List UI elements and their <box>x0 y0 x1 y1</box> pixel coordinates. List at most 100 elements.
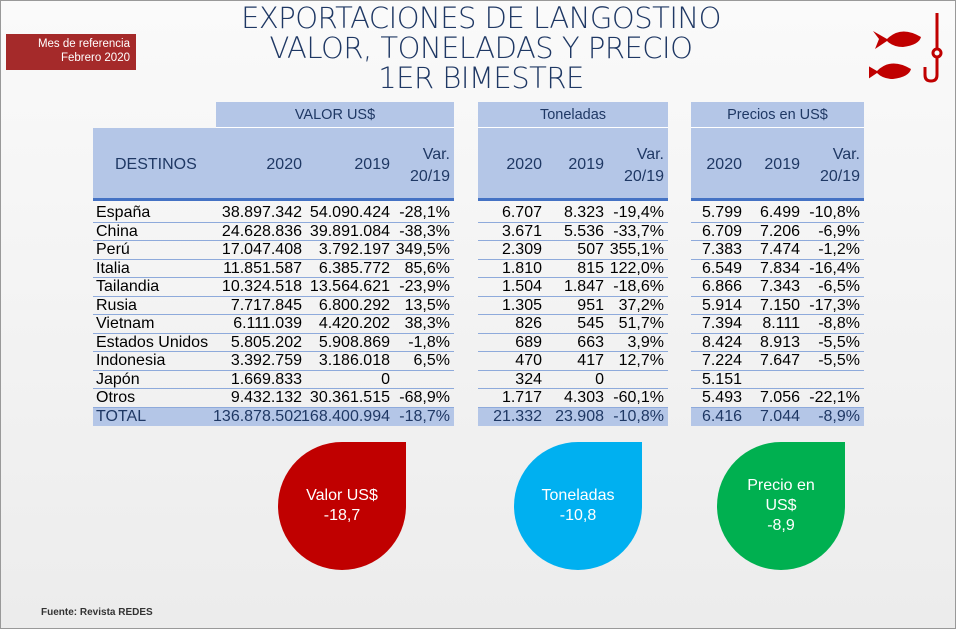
destino-cell: China <box>96 222 138 240</box>
ton-2020-cell: 826 <box>515 315 542 332</box>
valor-2020-cell: 9.432.132 <box>230 389 302 406</box>
destino-cell: TOTAL <box>96 407 147 425</box>
precio-var-cell: -8,8% <box>818 315 860 332</box>
ton-2019-cell: 507 <box>577 241 604 258</box>
destino-cell: Otros <box>96 389 136 406</box>
precio-var-cell: -5,5% <box>818 333 860 351</box>
ton-2020-cell: 470 <box>515 352 542 369</box>
destino-cell: Indonesia <box>96 352 166 369</box>
precio-2020-cell: 5.151 <box>701 370 742 388</box>
table-row: 7.383 7.474 -1,2% <box>691 241 864 260</box>
ton-var-cell: 12,7% <box>618 352 664 369</box>
ton-2020-cell: 1.504 <box>501 278 542 295</box>
valor-var-cell: -38,3% <box>399 222 450 240</box>
valor-2019-cell: 0 <box>381 370 390 388</box>
table-row: 1.305 951 37,2% <box>478 296 668 315</box>
valor-2020-cell: 17.047.408 <box>221 241 302 258</box>
valor-column-headers: DESTINOS 2020 2019 Var. 20/19 <box>93 128 454 201</box>
ton-2020-cell: 3.671 <box>501 222 542 240</box>
ton-2020-cell: 1.717 <box>501 389 542 406</box>
valor-var-cell: 6,5% <box>413 352 450 369</box>
ton-var-cell: -33,7% <box>613 222 664 240</box>
table-row: Tailandia 10.324.518 13.564.621 -23,9% <box>93 278 454 297</box>
ton-var-cell: 122,0% <box>609 259 664 277</box>
table-row: 5.493 7.056 -22,1% <box>691 389 864 408</box>
valor-2019-cell: 168.400.994 <box>301 407 390 425</box>
precio-2019-cell: 7.206 <box>759 222 800 240</box>
page-title: EXPORTACIONES DE LANGOSTINO VALOR, TONEL… <box>181 3 781 93</box>
table-row: 826 545 51,7% <box>478 315 668 334</box>
valor-2019-cell: 3.186.018 <box>318 352 390 369</box>
ton-2020-cell: 6.707 <box>501 204 542 221</box>
valor-var-cell: -1,8% <box>408 333 450 351</box>
valor-2020-cell: 38.897.342 <box>221 204 302 221</box>
ton-var-cell: 355,1% <box>609 241 664 258</box>
table-row: Perú 17.047.408 3.792.197 349,5% <box>93 241 454 260</box>
table-row: 8.424 8.913 -5,5% <box>691 333 864 352</box>
table-row: 6.709 7.206 -6,9% <box>691 222 864 241</box>
ton-2020-cell: 2.309 <box>501 241 542 258</box>
valor-var-cell: 38,3% <box>404 315 450 332</box>
precio-2020-cell: 6.549 <box>701 259 742 277</box>
title-line: EXPORTACIONES DE LANGOSTINO <box>241 1 721 35</box>
header-var-period: 20/19 <box>623 168 664 185</box>
destino-cell: Perú <box>96 241 130 258</box>
table-row: Estados Unidos 5.805.202 5.908.869 -1,8% <box>93 333 454 352</box>
ton-var-cell: 3,9% <box>627 333 664 351</box>
precio-2020-cell: 8.424 <box>701 333 742 351</box>
drop-label: Valor US$ <box>306 487 378 504</box>
drop-value: -18,7 <box>323 507 361 524</box>
ton-2019-cell: 5.536 <box>563 222 604 240</box>
total-row: TOTAL 136.878.502 168.400.994 -18,7% <box>93 407 454 426</box>
table-row: 1.504 1.847 -18,6% <box>478 278 668 297</box>
ton-2020-cell: 324 <box>515 370 542 388</box>
precio-var-cell: -17,3% <box>809 296 860 314</box>
valor-2019-cell: 6.385.772 <box>318 259 390 277</box>
table-row: 324 0 <box>478 370 668 389</box>
precio-2020-cell: 6.866 <box>701 278 742 295</box>
ton-2019-cell: 951 <box>577 296 604 314</box>
table-row: 470 417 12,7% <box>478 352 668 371</box>
table-row: 6.707 8.323 -19,4% <box>478 204 668 223</box>
ton-2019-cell: 4.303 <box>563 389 604 406</box>
precio-2019-cell: 7.044 <box>759 407 800 425</box>
precio-2020-cell: 5.799 <box>701 204 742 221</box>
table-row: 3.671 5.536 -33,7% <box>478 222 668 241</box>
precio-2020-cell: 5.914 <box>701 296 742 314</box>
valor-2020-cell: 11.851.587 <box>223 259 302 277</box>
ton-2020-cell: 21.332 <box>493 407 542 425</box>
precio-var-cell: -16,4% <box>809 259 860 277</box>
precios-column-headers: 2020 2019 Var. 20/19 <box>691 128 864 201</box>
ton-2019-cell: 815 <box>577 259 604 277</box>
table-row: Vietnam 6.111.039 4.420.202 38,3% <box>93 315 454 334</box>
drop-value: -8,9 <box>767 517 795 534</box>
table-row: 5.799 6.499 -10,8% <box>691 204 864 223</box>
valor-2020-cell: 1.669.833 <box>230 370 302 388</box>
valor-2019-cell: 5.908.869 <box>318 333 390 351</box>
header-2019: 2019 <box>764 156 800 173</box>
table-row: 1.717 4.303 -60,1% <box>478 389 668 408</box>
valor-2020-cell: 10.324.518 <box>221 278 302 295</box>
reference-month-badge: Mes de referencia Febrero 2020 <box>6 34 136 70</box>
ton-2020-cell: 1.305 <box>501 296 542 314</box>
fish-hook-logo-icon <box>869 13 943 83</box>
precio-var-cell: -8,9% <box>818 407 860 425</box>
total-row: 21.332 23.908 -10,8% <box>478 407 668 426</box>
table-row: Japón 1.669.833 0 <box>93 370 454 389</box>
valor-2019-cell: 3.792.197 <box>318 241 390 258</box>
table-row: 7.224 7.647 -5,5% <box>691 352 864 371</box>
header-var: Var. <box>636 146 664 163</box>
valor-2019-cell: 39.891.084 <box>309 222 390 240</box>
valor-2019-cell: 13.564.621 <box>309 278 390 295</box>
precio-2019-cell: 8.111 <box>762 315 800 332</box>
precio-var-cell: -6,5% <box>818 278 860 295</box>
header-var: Var. <box>422 146 450 163</box>
destino-cell: Tailandia <box>96 278 160 295</box>
header-2020: 2020 <box>266 156 302 173</box>
precio-var-cell: -5,5% <box>818 352 860 369</box>
total-row: 6.416 7.044 -8,9% <box>691 407 864 426</box>
destino-cell: Japón <box>96 370 140 388</box>
table-row: España 38.897.342 54.090.424 -28,1% <box>93 204 454 223</box>
precio-var-cell: -6,9% <box>818 222 860 240</box>
precio-2019-cell: 7.834 <box>759 259 800 277</box>
